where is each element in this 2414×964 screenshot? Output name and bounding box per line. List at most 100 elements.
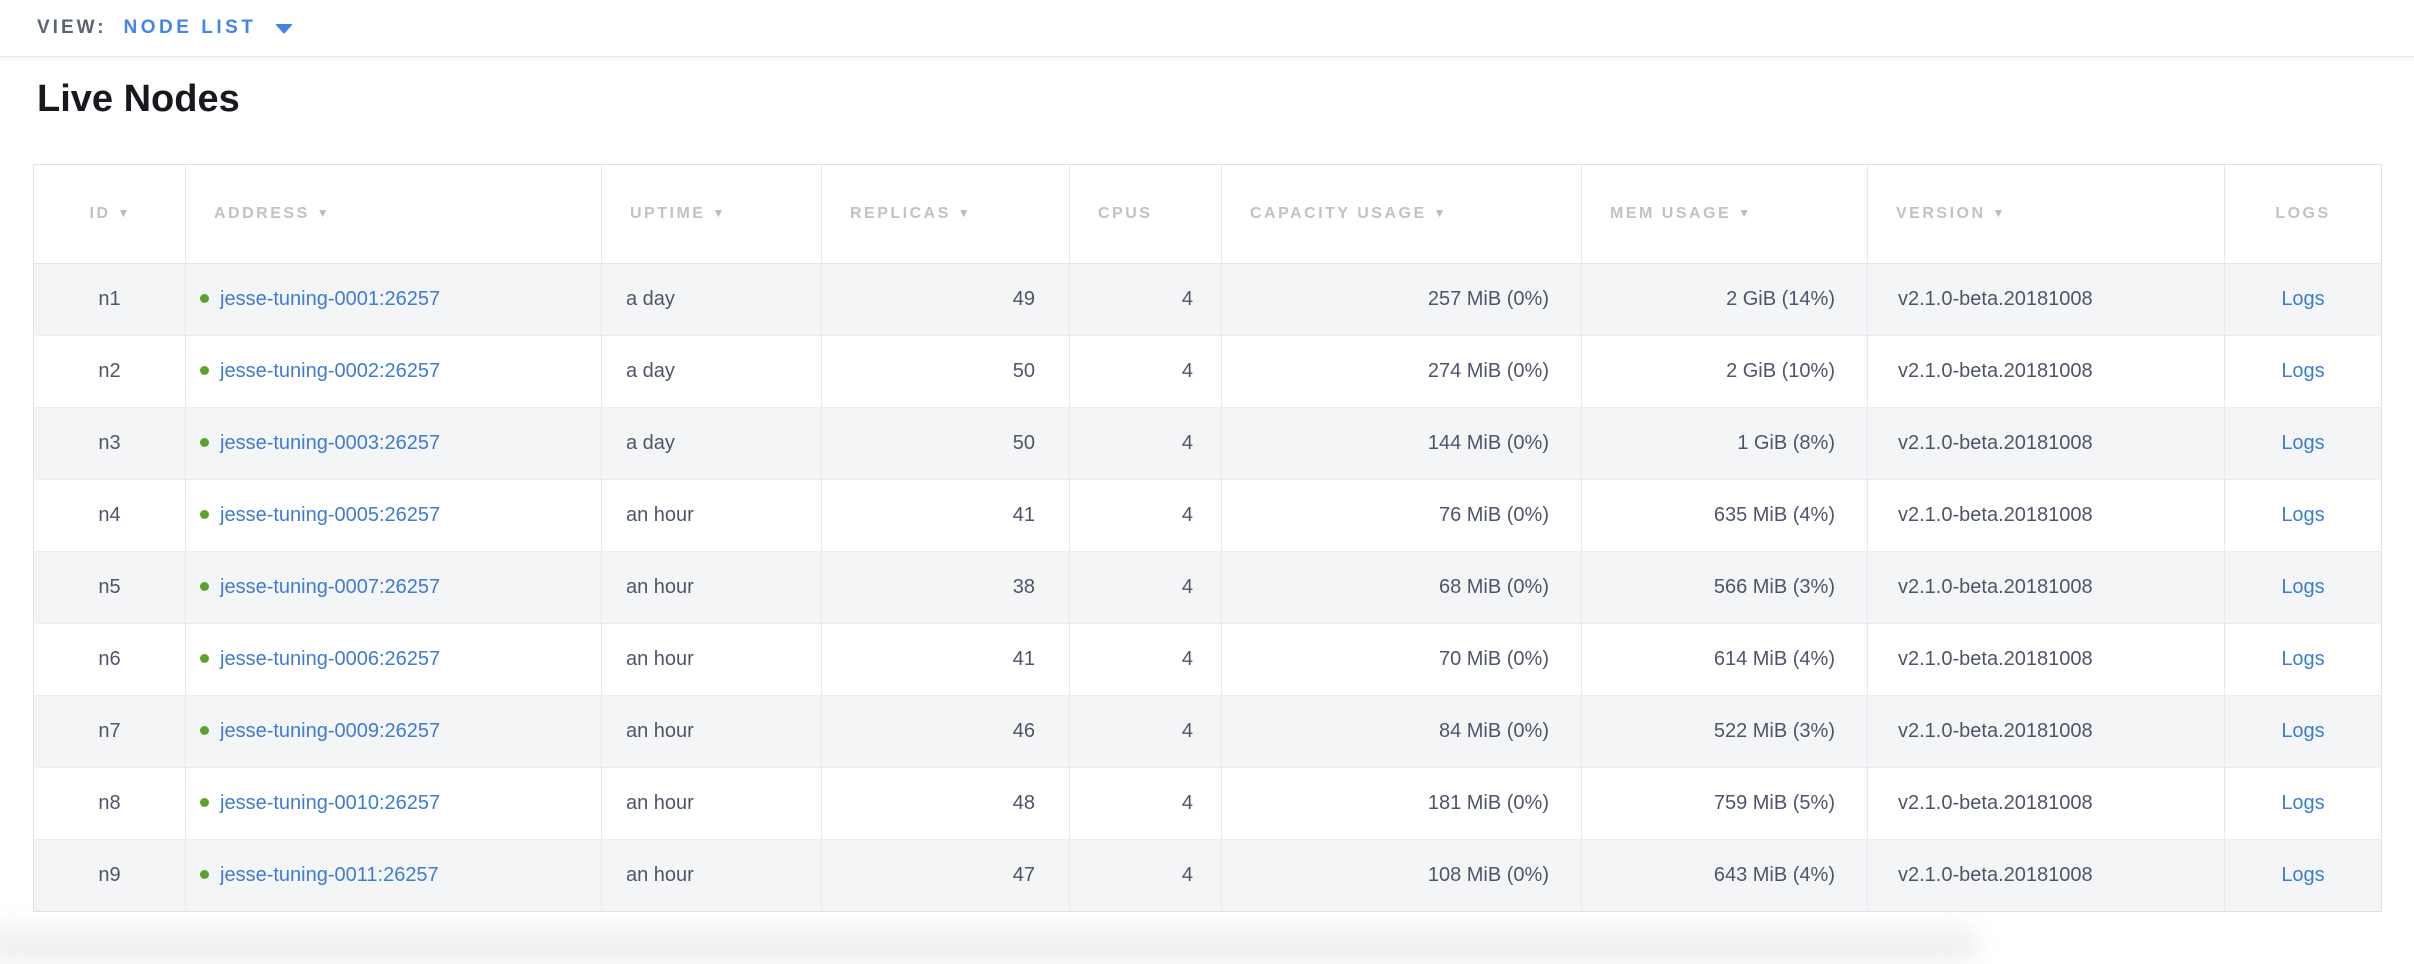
node-replicas: 46	[821, 695, 1070, 768]
node-version: v2.1.0-beta.20181008	[1867, 767, 2225, 840]
node-logs-link[interactable]: Logs	[2281, 576, 2325, 598]
node-cpus: 4	[1069, 263, 1222, 336]
node-replicas: 41	[821, 623, 1070, 696]
node-logs-link[interactable]: Logs	[2281, 864, 2325, 886]
column-header-address[interactable]: ADDRESS ▼	[185, 164, 602, 264]
node-version: v2.1.0-beta.20181008	[1867, 623, 2225, 696]
node-address-link[interactable]: jesse-tuning-0002:26257	[220, 360, 441, 382]
node-capacity-usage: 84 MiB (0%)	[1221, 695, 1582, 768]
node-health-dot-icon	[200, 870, 209, 879]
node-logs-link[interactable]: Logs	[2281, 288, 2325, 310]
node-address-link[interactable]: jesse-tuning-0011:26257	[220, 864, 439, 886]
node-id: n3	[33, 407, 186, 480]
sort-arrow-icon: ▼	[1992, 206, 2005, 220]
column-header-logs: LOGS	[2224, 164, 2382, 264]
node-replicas: 47	[821, 839, 1070, 912]
column-header-mem-usage[interactable]: MEM USAGE ▼	[1581, 164, 1868, 264]
node-mem-usage: 1 GiB (8%)	[1581, 407, 1868, 480]
sort-arrow-icon: ▼	[712, 206, 725, 220]
node-health-dot-icon	[200, 798, 209, 807]
node-address-link[interactable]: jesse-tuning-0005:26257	[220, 504, 441, 526]
node-uptime: an hour	[601, 839, 822, 912]
page-title: Live Nodes	[37, 78, 240, 120]
node-cpus: 4	[1069, 839, 1222, 912]
node-id: n6	[33, 623, 186, 696]
node-logs-link[interactable]: Logs	[2281, 648, 2325, 670]
node-version: v2.1.0-beta.20181008	[1867, 839, 2225, 912]
node-health-dot-icon	[200, 294, 209, 303]
node-version: v2.1.0-beta.20181008	[1867, 263, 2225, 336]
node-capacity-usage: 181 MiB (0%)	[1221, 767, 1582, 840]
column-header-id[interactable]: ID ▼	[33, 164, 186, 264]
node-replicas: 38	[821, 551, 1070, 624]
view-selector-dropdown[interactable]: NODE LIST	[124, 17, 294, 39]
table-row: n2 jesse-tuning-0002:26257 a day 50 4 27…	[33, 335, 2382, 408]
node-capacity-usage: 274 MiB (0%)	[1221, 335, 1582, 408]
node-health-dot-icon	[200, 366, 209, 375]
node-cpus: 4	[1069, 407, 1222, 480]
node-version: v2.1.0-beta.20181008	[1867, 551, 2225, 624]
table-row: n9 jesse-tuning-0011:26257 an hour 47 4 …	[33, 839, 2382, 912]
node-logs-link[interactable]: Logs	[2281, 792, 2325, 814]
table-row: n3 jesse-tuning-0003:26257 a day 50 4 14…	[33, 407, 2382, 480]
node-replicas: 50	[821, 407, 1070, 480]
node-uptime: an hour	[601, 479, 822, 552]
node-cpus: 4	[1069, 623, 1222, 696]
node-version: v2.1.0-beta.20181008	[1867, 695, 2225, 768]
node-logs-link[interactable]: Logs	[2281, 432, 2325, 454]
node-capacity-usage: 257 MiB (0%)	[1221, 263, 1582, 336]
node-cpus: 4	[1069, 767, 1222, 840]
node-address-link[interactable]: jesse-tuning-0007:26257	[220, 576, 441, 598]
node-uptime: an hour	[601, 551, 822, 624]
node-cpus: 4	[1069, 695, 1222, 768]
node-uptime: a day	[601, 263, 822, 336]
node-mem-usage: 2 GiB (14%)	[1581, 263, 1868, 336]
node-address-link[interactable]: jesse-tuning-0010:26257	[220, 792, 441, 814]
sort-arrow-icon: ▼	[117, 206, 130, 220]
node-mem-usage: 566 MiB (3%)	[1581, 551, 1868, 624]
node-address-link[interactable]: jesse-tuning-0001:26257	[220, 288, 441, 310]
node-cpus: 4	[1069, 551, 1222, 624]
chevron-down-icon	[275, 24, 294, 34]
node-id: n8	[33, 767, 186, 840]
node-id: n7	[33, 695, 186, 768]
node-capacity-usage: 70 MiB (0%)	[1221, 623, 1582, 696]
sort-arrow-icon: ▼	[1433, 206, 1446, 220]
node-id: n4	[33, 479, 186, 552]
sort-arrow-icon: ▼	[316, 206, 329, 220]
node-mem-usage: 522 MiB (3%)	[1581, 695, 1868, 768]
column-header-uptime[interactable]: UPTIME ▼	[601, 164, 822, 264]
node-replicas: 41	[821, 479, 1070, 552]
node-health-dot-icon	[200, 510, 209, 519]
bottom-edge-shadow	[0, 926, 1980, 964]
table-row: n1 jesse-tuning-0001:26257 a day 49 4 25…	[33, 263, 2382, 336]
node-uptime: an hour	[601, 767, 822, 840]
view-bar: VIEW: NODE LIST	[0, 0, 2414, 57]
node-address-link[interactable]: jesse-tuning-0006:26257	[220, 648, 441, 670]
column-header-version[interactable]: VERSION ▼	[1867, 164, 2225, 264]
node-mem-usage: 2 GiB (10%)	[1581, 335, 1868, 408]
node-uptime: a day	[601, 407, 822, 480]
column-header-replicas[interactable]: REPLICAS ▼	[821, 164, 1070, 264]
column-header-cpus: CPUS	[1069, 164, 1222, 264]
node-address-link[interactable]: jesse-tuning-0009:26257	[220, 720, 441, 742]
node-address-link[interactable]: jesse-tuning-0003:26257	[220, 432, 441, 454]
table-row: n6 jesse-tuning-0006:26257 an hour 41 4 …	[33, 623, 2382, 696]
node-mem-usage: 614 MiB (4%)	[1581, 623, 1868, 696]
column-header-capacity-usage[interactable]: CAPACITY USAGE ▼	[1221, 164, 1582, 264]
live-nodes-table: ID ▼ ADDRESS ▼ UPTIME ▼ REPLICAS ▼ CPUS CAPA…	[33, 164, 2382, 912]
node-cpus: 4	[1069, 479, 1222, 552]
node-version: v2.1.0-beta.20181008	[1867, 479, 2225, 552]
node-uptime: an hour	[601, 695, 822, 768]
node-version: v2.1.0-beta.20181008	[1867, 407, 2225, 480]
node-logs-link[interactable]: Logs	[2281, 360, 2325, 382]
node-logs-link[interactable]: Logs	[2281, 504, 2325, 526]
node-id: n9	[33, 839, 186, 912]
node-id: n1	[33, 263, 186, 336]
node-mem-usage: 643 MiB (4%)	[1581, 839, 1868, 912]
node-uptime: a day	[601, 335, 822, 408]
node-logs-link[interactable]: Logs	[2281, 720, 2325, 742]
node-version: v2.1.0-beta.20181008	[1867, 335, 2225, 408]
table-row: n4 jesse-tuning-0005:26257 an hour 41 4 …	[33, 479, 2382, 552]
node-health-dot-icon	[200, 726, 209, 735]
